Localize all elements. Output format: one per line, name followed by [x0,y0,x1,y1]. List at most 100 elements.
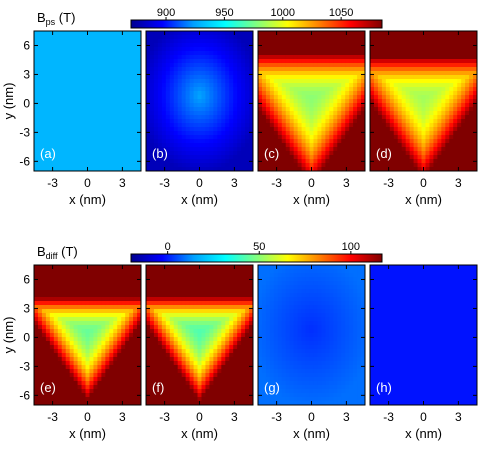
heatmap-cell [353,151,358,156]
heatmap-cell [109,31,114,36]
heatmap-cell [377,47,383,52]
heatmap-cell [333,139,338,144]
heatmap-cell [57,289,63,294]
heatmap-cell [45,265,51,270]
heatmap-cell [301,43,307,48]
heatmap-cell [393,91,399,96]
heatmap-cell [77,123,83,128]
heatmap-cell [453,55,458,60]
heatmap-cell [173,127,179,132]
heatmap-cell [57,31,63,36]
heatmap-cell [345,35,350,40]
heatmap-cell [469,119,474,124]
heatmap-cell [85,111,91,116]
heatmap-cell [85,317,91,322]
heatmap-cell [169,67,175,72]
heatmap-cell [93,301,98,306]
heatmap-cell [317,135,322,140]
heatmap-cell [81,87,87,92]
heatmap-cell [113,155,118,160]
heatmap-cell [101,119,106,124]
heatmap-cell [45,341,51,346]
heatmap-cell [217,107,222,112]
heatmap-cell [245,99,250,104]
heatmap-cell [245,155,250,160]
heatmap-cell [469,99,474,104]
heatmap-cell [146,31,151,36]
heatmap-cell [261,51,267,56]
heatmap-cell [261,59,267,64]
heatmap-cell [345,91,350,96]
heatmap-cell [161,143,167,148]
heatmap-cell [121,305,126,310]
heatmap-cell [377,59,383,64]
heatmap-cell [185,147,191,152]
heatmap-cell [333,103,338,108]
heatmap-cell [81,75,87,80]
heatmap-cell [329,63,334,68]
heatmap-cell [77,135,83,140]
heatmap-cell [405,51,411,56]
heatmap-cell [401,87,407,92]
heatmap-cell [101,83,106,88]
heatmap-cell [377,91,383,96]
heatmap-cell [45,293,51,298]
heatmap-cell [157,139,163,144]
heatmap-cell [441,43,446,48]
heatmap-cell [293,119,299,124]
heatmap-cell [125,135,130,140]
heatmap-cell [105,51,110,56]
heatmap-cell [469,79,474,84]
heatmap-cell [357,79,362,84]
heatmap-cell [109,349,114,354]
heatmap-cell [85,393,91,398]
heatmap-cell [225,135,230,140]
heatmap-cell [317,67,322,72]
heatmap-cell [273,119,279,124]
heatmap-cell [361,147,365,152]
heatmap-cell [133,123,138,128]
heatmap-cell [77,285,83,290]
heatmap-cell [437,143,442,148]
heatmap-cell [373,47,379,52]
heatmap-cell [457,91,462,96]
heatmap-cell [129,71,134,76]
heatmap-cell [133,63,138,68]
heatmap-cell [297,87,303,92]
heatmap-cell [45,43,51,48]
heatmap-cell [45,393,51,398]
heatmap-cell [113,111,118,116]
heatmap-cell [69,91,75,96]
heatmap-cell [41,329,47,334]
heatmap-cell [297,63,303,68]
heatmap-cell [73,59,79,64]
heatmap-cell [429,131,434,136]
heatmap-cell [241,167,246,171]
heatmap-cell [97,329,102,334]
heatmap-cell [473,147,477,152]
heatmap-cell [161,91,167,96]
heatmap-cell [185,273,191,278]
heatmap-cell [133,401,138,405]
heatmap-cell [229,127,234,132]
heatmap-cell [437,47,442,52]
heatmap-cell [317,155,322,160]
heatmap-cell [301,99,307,104]
heatmap-cell [313,107,319,112]
heatmap-cell [146,91,151,96]
heatmap-cell [441,155,446,160]
heatmap-cell [249,35,253,40]
heatmap-cell [189,131,195,136]
heatmap-cell [249,95,253,100]
heatmap-cell [233,83,238,88]
heatmap-cell [281,47,287,52]
heatmap-cell [293,39,299,44]
heatmap-cell [225,143,230,148]
heatmap-cell [389,55,395,60]
heatmap-cell [457,119,462,124]
heatmap-cell [49,91,55,96]
heatmap-cell [133,389,138,394]
heatmap-cell [153,95,159,100]
heatmap-cell [117,119,122,124]
heatmap-cell [317,43,322,48]
